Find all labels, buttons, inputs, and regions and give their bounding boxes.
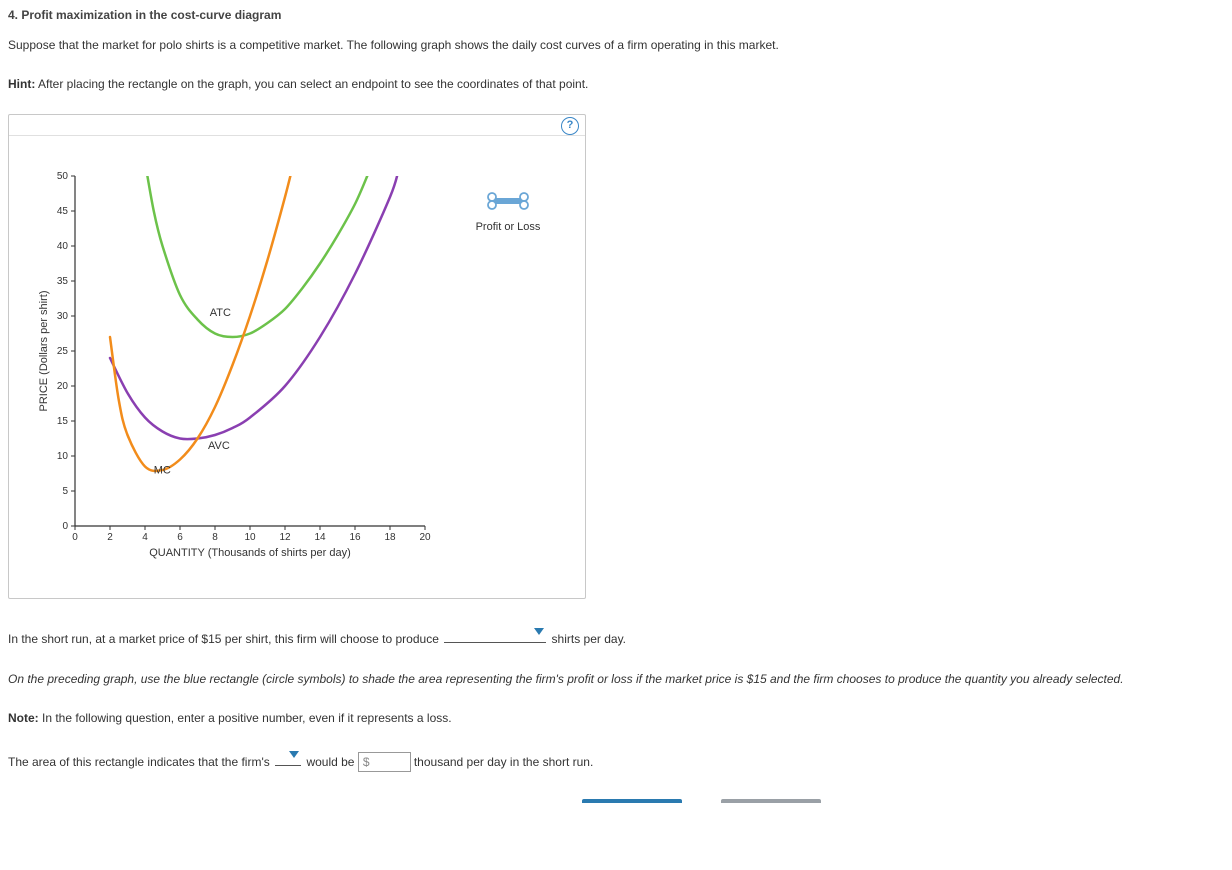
- rectangle-tool-icon[interactable]: [485, 192, 531, 210]
- amount-input[interactable]: $: [358, 752, 411, 772]
- svg-text:0: 0: [72, 532, 78, 543]
- svg-text:15: 15: [57, 416, 69, 427]
- svg-text:4: 4: [142, 532, 148, 543]
- graph-panel: ? 0 2 4 6 8 10 12 14 16 18 20 0 5 10 15 20 25 30 35 40 45 50 Q…: [8, 114, 586, 599]
- svg-text:10: 10: [244, 532, 256, 543]
- note-paragraph: Note: In the following question, enter a…: [8, 709, 1224, 728]
- svg-text:AVC: AVC: [208, 440, 230, 452]
- q2-post: thousand per day in the short run.: [414, 755, 593, 769]
- legend-label: Profit or Loss: [453, 221, 563, 233]
- hint-paragraph: Hint: After placing the rectangle on the…: [8, 75, 1224, 94]
- hint-text: After placing the rectangle on the graph…: [35, 77, 588, 91]
- chevron-down-icon: [534, 628, 544, 635]
- svg-text:6: 6: [177, 532, 183, 543]
- note-text: In the following question, enter a posit…: [39, 711, 452, 725]
- cost-curve-chart[interactable]: 0 2 4 6 8 10 12 14 16 18 20 0 5 10 15 20 25 30 35 40 45 50 QUA…: [39, 166, 435, 562]
- svg-text:45: 45: [57, 206, 69, 217]
- svg-text:8: 8: [212, 532, 218, 543]
- svg-text:16: 16: [349, 532, 361, 543]
- hint-label: Hint:: [8, 77, 35, 91]
- question-heading: 4. Profit maximization in the cost-curve…: [8, 8, 1224, 22]
- svg-text:35: 35: [57, 276, 69, 287]
- currency-prefix: $: [363, 755, 370, 769]
- svg-text:ATC: ATC: [210, 307, 231, 319]
- secondary-button-sliver[interactable]: [721, 799, 821, 803]
- svg-text:50: 50: [57, 171, 69, 182]
- svg-text:20: 20: [419, 532, 431, 543]
- question1: In the short run, at a market price of $…: [8, 625, 1224, 649]
- q2-mid: would be: [306, 755, 357, 769]
- chevron-down-icon: [289, 751, 299, 758]
- svg-text:20: 20: [57, 381, 69, 392]
- svg-text:40: 40: [57, 241, 69, 252]
- svg-text:10: 10: [57, 451, 69, 462]
- instruction2: On the preceding graph, use the blue rec…: [8, 670, 1224, 689]
- svg-text:0: 0: [62, 521, 68, 532]
- svg-text:QUANTITY (Thousands of shirts: QUANTITY (Thousands of shirts per day): [149, 547, 351, 559]
- question2: The area of this rectangle indicates tha…: [8, 748, 1224, 772]
- q2-pre: The area of this rectangle indicates tha…: [8, 755, 273, 769]
- intro-paragraph: Suppose that the market for polo shirts …: [8, 36, 1224, 55]
- button-row: [8, 792, 1224, 806]
- graph-body: 0 2 4 6 8 10 12 14 16 18 20 0 5 10 15 20 25 30 35 40 45 50 QUA…: [9, 136, 585, 598]
- legend-profit-loss[interactable]: Profit or Loss: [453, 192, 563, 233]
- svg-text:12: 12: [279, 532, 291, 543]
- q1-post: shirts per day.: [552, 632, 626, 646]
- svg-text:5: 5: [62, 486, 68, 497]
- svg-text:MC: MC: [154, 465, 171, 477]
- svg-text:30: 30: [57, 311, 69, 322]
- svg-text:2: 2: [107, 532, 113, 543]
- quantity-dropdown[interactable]: [444, 625, 546, 643]
- graph-toolbar: ?: [9, 115, 585, 136]
- svg-text:PRICE (Dollars per shirt): PRICE (Dollars per shirt): [39, 291, 50, 412]
- svg-text:14: 14: [314, 532, 326, 543]
- svg-text:25: 25: [57, 346, 69, 357]
- svg-text:18: 18: [384, 532, 396, 543]
- q1-pre: In the short run, at a market price of $…: [8, 632, 442, 646]
- note-label: Note:: [8, 711, 39, 725]
- profit-loss-dropdown[interactable]: [275, 748, 301, 766]
- help-button[interactable]: ?: [561, 117, 579, 135]
- primary-button-sliver[interactable]: [582, 799, 682, 803]
